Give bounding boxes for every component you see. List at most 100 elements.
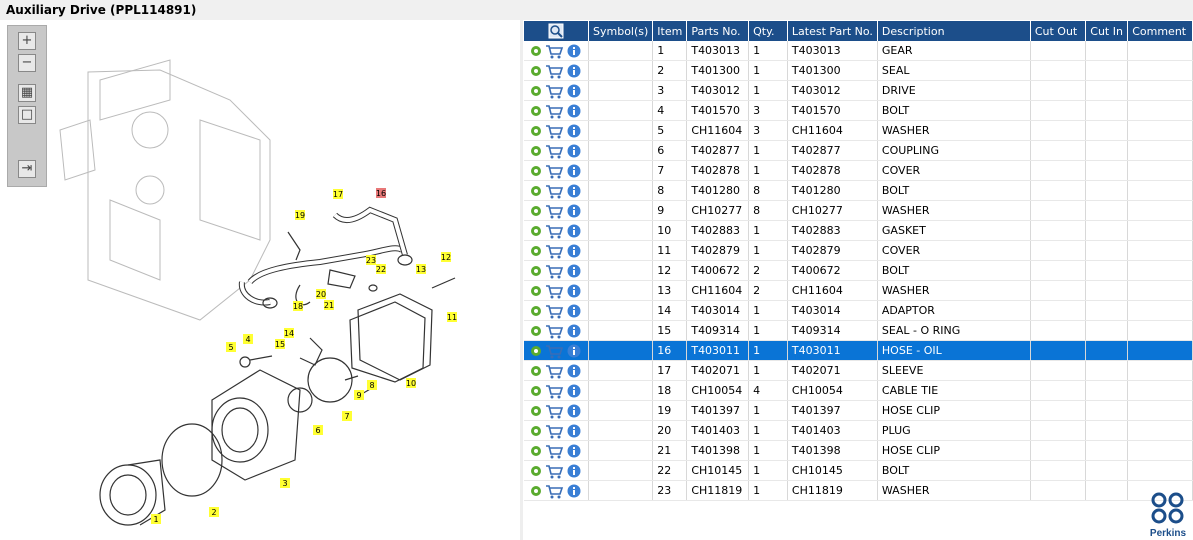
row-icons[interactable] [528, 83, 584, 99]
part-number-cell: T402883 [686, 220, 750, 241]
item-cell: 23 [652, 480, 688, 501]
cut-in-cell [1085, 460, 1129, 481]
row-icons[interactable] [528, 263, 584, 279]
search-icon[interactable] [548, 23, 564, 39]
table-row[interactable]: 17 T402071 1 T402071 SLEEVE [524, 360, 1193, 381]
table-row[interactable]: 10 T402883 1 T402883 GASKET [524, 220, 1193, 241]
cut-out-cell [1030, 240, 1087, 261]
cut-out-cell [1030, 300, 1087, 321]
table-row[interactable]: 13 CH11604 2 CH11604 WASHER [524, 280, 1193, 301]
row-icons[interactable] [528, 303, 584, 319]
callout: 6 [313, 425, 323, 435]
description-cell: HOSE - OIL [877, 340, 1031, 361]
table-row[interactable]: 7 T402878 1 T402878 COVER [524, 160, 1193, 181]
cut-in-cell [1085, 440, 1129, 461]
cut-out-cell [1030, 480, 1087, 501]
table-row[interactable]: 6 T402877 1 T402877 COUPLING [524, 140, 1193, 161]
callout-label: 20 [316, 290, 326, 299]
description-cell: COVER [877, 240, 1031, 261]
table-row[interactable]: 19 T401397 1 T401397 HOSE CLIP [524, 400, 1193, 421]
part-number-cell: T402878 [686, 160, 750, 181]
callout: 8 [367, 380, 377, 390]
row-icons[interactable] [528, 43, 584, 59]
actions-cell [524, 480, 589, 501]
table-row[interactable]: 23 CH11819 1 CH11819 WASHER [524, 480, 1193, 501]
row-icons[interactable] [528, 443, 584, 459]
callout-box [342, 411, 352, 421]
search-header[interactable] [524, 21, 589, 41]
row-icons[interactable] [528, 483, 584, 499]
item-cell: 5 [652, 120, 688, 141]
cut-out-cell [1030, 160, 1087, 181]
row-icons[interactable] [528, 143, 584, 159]
item-cell: 18 [652, 380, 688, 401]
table-row[interactable]: 15 T409314 1 T409314 SEAL - O RING [524, 320, 1193, 341]
table-row[interactable]: 11 T402879 1 T402879 COVER [524, 240, 1193, 261]
reset-button[interactable]: □ [18, 106, 36, 124]
comment-cell [1127, 480, 1193, 501]
row-icons[interactable] [528, 403, 584, 419]
fit-button[interactable]: ▦ [18, 84, 36, 102]
row-icons[interactable] [528, 163, 584, 179]
row-icons[interactable] [528, 123, 584, 139]
table-row[interactable]: 5 CH11604 3 CH11604 WASHER [524, 120, 1193, 141]
callout-label: 8 [369, 381, 374, 390]
table-row[interactable]: 16 T403011 1 T403011 HOSE - OIL [524, 340, 1193, 361]
quantity-cell: 8 [748, 180, 788, 201]
quantity-cell: 1 [748, 220, 788, 241]
table-row[interactable]: 12 T400672 2 T400672 BOLT [524, 260, 1193, 281]
callout: 2 [209, 507, 219, 517]
quantity-cell: 1 [748, 320, 788, 341]
row-icons[interactable] [528, 63, 584, 79]
row-icons[interactable] [528, 183, 584, 199]
symbol-cell [588, 440, 654, 461]
table-row[interactable]: 20 T401403 1 T401403 PLUG [524, 420, 1193, 441]
table-row[interactable]: 18 CH10054 4 CH10054 CABLE TIE [524, 380, 1193, 401]
row-icons[interactable] [528, 463, 584, 479]
comment-cell [1127, 400, 1193, 421]
symbol-cell [588, 41, 654, 61]
item-cell: 17 [652, 360, 688, 381]
table-row[interactable]: 14 T403014 1 T403014 ADAPTOR [524, 300, 1193, 321]
symbol-cell [588, 60, 654, 81]
item-cell: 13 [652, 280, 688, 301]
item-cell: 3 [652, 80, 688, 101]
row-icons[interactable] [528, 103, 584, 119]
actions-cell [524, 220, 589, 241]
item-cell: 12 [652, 260, 688, 281]
item-cell: 20 [652, 420, 688, 441]
row-icons[interactable] [528, 203, 584, 219]
cut-out-cell [1030, 60, 1087, 81]
export-button[interactable]: ⇥ [18, 160, 36, 178]
callout-label: 1 [153, 515, 158, 524]
item-cell: 15 [652, 320, 688, 341]
row-icons[interactable] [528, 383, 584, 399]
callout-label: 11 [447, 313, 457, 322]
table-row[interactable]: 22 CH10145 1 CH10145 BOLT [524, 460, 1193, 481]
cut-in-cell [1085, 160, 1129, 181]
table-row[interactable]: 2 T401300 1 T401300 SEAL [524, 60, 1193, 81]
table-row[interactable]: 21 T401398 1 T401398 HOSE CLIP [524, 440, 1193, 461]
splitter[interactable] [520, 20, 523, 540]
table-row[interactable]: 1 T403013 1 T403013 GEAR [524, 41, 1193, 61]
row-icons[interactable] [528, 283, 584, 299]
zoom-out-button[interactable]: − [18, 54, 36, 72]
table-row[interactable]: 4 T401570 3 T401570 BOLT [524, 100, 1193, 121]
table-row[interactable]: 8 T401280 8 T401280 BOLT [524, 180, 1193, 201]
symbol-cell [588, 120, 654, 141]
actions-cell [524, 60, 589, 81]
comment-cell [1127, 60, 1193, 81]
row-icons[interactable] [528, 243, 584, 259]
row-icons[interactable] [528, 343, 584, 359]
row-icons[interactable] [528, 323, 584, 339]
table-row[interactable]: 9 CH10277 8 CH10277 WASHER [524, 200, 1193, 221]
table-row[interactable]: 3 T403012 1 T403012 DRIVE [524, 80, 1193, 101]
cut-in-cell [1085, 400, 1129, 421]
row-icons[interactable] [528, 423, 584, 439]
zoom-in-button[interactable]: + [18, 32, 36, 50]
quantity-cell: 1 [748, 240, 788, 261]
callout-label: 10 [406, 379, 416, 388]
row-icons[interactable] [528, 363, 584, 379]
row-icons[interactable] [528, 223, 584, 239]
item-cell: 2 [652, 60, 688, 81]
